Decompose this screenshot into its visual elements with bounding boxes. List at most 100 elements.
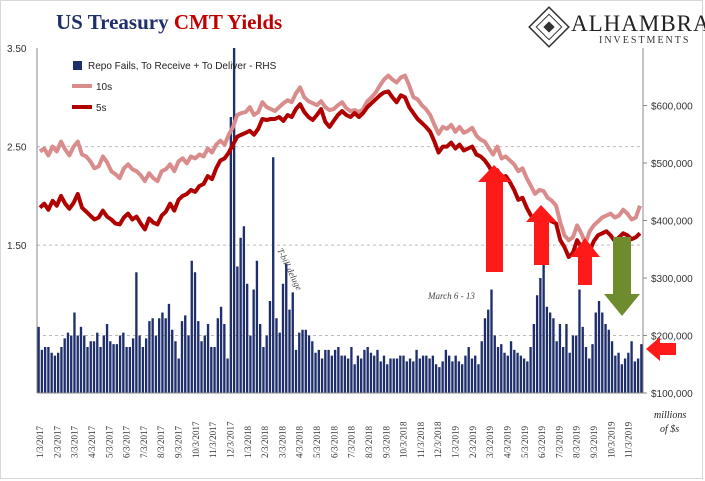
x-tick-label: 10/3/2017 bbox=[191, 421, 201, 458]
bar bbox=[516, 352, 519, 393]
red-arrow-3 bbox=[570, 238, 600, 285]
bar bbox=[232, 48, 236, 393]
bar bbox=[125, 347, 128, 393]
bar bbox=[464, 355, 467, 393]
bar bbox=[366, 347, 369, 393]
bar bbox=[350, 347, 353, 393]
x-tick-label: 9/3/2019 bbox=[589, 425, 599, 458]
bar bbox=[236, 266, 239, 393]
bar bbox=[320, 358, 324, 393]
bar bbox=[343, 355, 347, 393]
x-tick-label: 5/3/2017 bbox=[104, 425, 114, 458]
bar bbox=[66, 332, 70, 393]
bar bbox=[265, 335, 268, 393]
bar bbox=[441, 361, 444, 393]
legend: Repo Fails, To Receive + To Deliver - RH… bbox=[72, 61, 277, 114]
bar bbox=[623, 358, 627, 393]
bar bbox=[447, 355, 451, 393]
left-tick-label: 1.50 bbox=[7, 241, 27, 252]
bar bbox=[418, 358, 421, 393]
bar bbox=[438, 367, 441, 393]
bar bbox=[376, 349, 379, 393]
bar bbox=[164, 318, 167, 393]
right-axis-unit-2: of $s bbox=[660, 424, 679, 435]
bar bbox=[190, 260, 193, 393]
bar bbox=[47, 347, 50, 393]
bar bbox=[431, 355, 435, 393]
bar bbox=[89, 341, 92, 393]
bar bbox=[552, 318, 555, 393]
bar bbox=[138, 335, 141, 393]
bar bbox=[601, 312, 604, 393]
bar bbox=[278, 332, 281, 393]
bar bbox=[503, 352, 506, 393]
bar bbox=[571, 335, 575, 393]
bar bbox=[128, 347, 132, 393]
logo-subtitle: INVESTMENTS bbox=[599, 35, 691, 46]
bar bbox=[558, 324, 562, 393]
x-tick-label: 10/3/2019 bbox=[606, 421, 616, 458]
bar bbox=[333, 349, 337, 393]
bar bbox=[216, 318, 219, 393]
bar bbox=[245, 283, 249, 393]
bar bbox=[268, 301, 272, 393]
bar bbox=[219, 306, 223, 393]
bar bbox=[395, 358, 399, 393]
bar bbox=[53, 355, 57, 393]
bar bbox=[262, 347, 265, 393]
bar bbox=[63, 338, 66, 393]
bar bbox=[122, 332, 125, 393]
bar bbox=[548, 312, 552, 393]
bar bbox=[360, 358, 363, 393]
bar bbox=[412, 361, 415, 393]
bar bbox=[369, 352, 373, 393]
x-tick-label: 1/3/2019 bbox=[451, 425, 461, 458]
bar bbox=[562, 347, 565, 393]
title-part-1: US Treasury bbox=[56, 10, 169, 34]
series-line-5s bbox=[38, 89, 642, 259]
right-tick-label: $200,000 bbox=[651, 332, 693, 343]
bar bbox=[474, 355, 477, 393]
bar bbox=[451, 361, 454, 393]
bar bbox=[184, 315, 187, 393]
right-tick-label: $400,000 bbox=[651, 217, 693, 228]
bar bbox=[83, 335, 86, 393]
bar bbox=[434, 364, 438, 393]
bar bbox=[373, 355, 376, 393]
bar bbox=[591, 344, 594, 393]
chart-title: US Treasury CMT Yields bbox=[56, 10, 282, 35]
x-tick-label: 5/3/2019 bbox=[520, 425, 530, 458]
bar bbox=[500, 344, 503, 393]
x-tick-label: 3/3/2019 bbox=[485, 425, 495, 458]
bar bbox=[496, 347, 500, 393]
bar bbox=[529, 347, 532, 393]
bar bbox=[588, 358, 591, 393]
bar bbox=[304, 329, 307, 393]
bar bbox=[399, 355, 402, 393]
red-arrow-1 bbox=[478, 165, 511, 272]
legend-label-repo: Repo Fails, To Receive + To Deliver - RH… bbox=[88, 61, 277, 72]
bar bbox=[346, 358, 350, 393]
bar bbox=[513, 349, 516, 393]
bar bbox=[627, 352, 630, 393]
bar bbox=[356, 355, 360, 393]
bar bbox=[555, 341, 558, 393]
legend-label-10s: 10s bbox=[96, 82, 112, 93]
bar bbox=[490, 289, 493, 393]
bar bbox=[177, 358, 180, 393]
bar bbox=[109, 341, 112, 393]
bar bbox=[252, 289, 255, 393]
bar bbox=[285, 263, 288, 393]
bar bbox=[405, 361, 408, 393]
x-tick-label: 8/3/2017 bbox=[156, 425, 166, 458]
bar bbox=[193, 272, 197, 393]
bar bbox=[213, 347, 216, 393]
x-tick-label: 9/3/2018 bbox=[381, 425, 391, 458]
bar bbox=[610, 341, 614, 393]
bar bbox=[565, 324, 568, 393]
bar bbox=[640, 344, 643, 393]
bar bbox=[461, 364, 464, 393]
bar bbox=[620, 364, 623, 393]
